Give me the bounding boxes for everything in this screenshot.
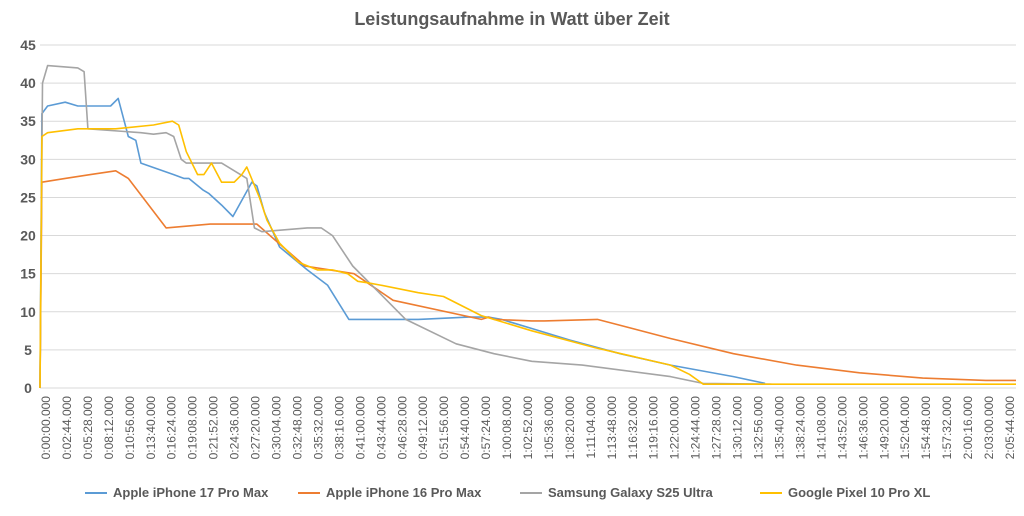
y-tick-label: 10	[20, 304, 36, 320]
x-tick-label: 1:54:48.000	[919, 396, 933, 460]
x-tick-label: 1:43:52.000	[835, 396, 849, 460]
x-tick-label: 0:10:56.000	[123, 396, 137, 460]
x-tick-label: 0:46:28.000	[395, 396, 409, 460]
y-tick-label: 5	[24, 342, 32, 358]
series-lines	[39, 64, 1016, 389]
x-tick-label: 0:00:00.000	[39, 396, 53, 460]
x-axis: 0:00:00.000 0:02:44.000 0:05:28.000 0:08:12…	[39, 396, 1017, 460]
x-tick-label: 1:52:04.000	[898, 396, 912, 460]
x-tick-label: 1:57:32.000	[940, 396, 954, 460]
y-tick-label: 25	[20, 189, 36, 205]
x-tick-label: 1:24:44.000	[689, 396, 703, 460]
series-line-3	[39, 64, 772, 389]
x-tick-label: 1:19:16.000	[647, 396, 661, 460]
legend-label: Google Pixel 10 Pro XL	[788, 485, 930, 500]
x-tick-label: 0:38:16.000	[332, 396, 346, 460]
y-tick-label: 40	[20, 75, 36, 91]
x-tick-label: 1:38:24.000	[793, 396, 807, 460]
x-tick-label: 1:46:36.000	[856, 396, 870, 460]
x-tick-label: 0:05:28.000	[81, 396, 95, 460]
x-tick-label: 0:43:44.000	[374, 396, 388, 460]
x-tick-label: 0:27:20.000	[249, 396, 263, 460]
x-tick-label: 0:13:40.000	[144, 396, 158, 460]
x-tick-label: 1:02:52.000	[521, 396, 535, 460]
legend: Apple iPhone 17 Pro Max Apple iPhone 16 P…	[85, 485, 930, 500]
x-tick-label: 1:30:12.000	[731, 396, 745, 460]
series-line-2	[39, 170, 1016, 389]
x-tick-label: 0:08:12.000	[102, 396, 116, 460]
x-tick-label: 0:21:52.000	[207, 396, 221, 460]
series-line-4	[39, 120, 1016, 389]
legend-item: Apple iPhone 17 Pro Max	[85, 485, 269, 500]
x-tick-label: 1:32:56.000	[752, 396, 766, 460]
series-line-1	[39, 97, 766, 389]
x-tick-label: 0:02:44.000	[60, 396, 74, 460]
y-tick-label: 15	[20, 266, 36, 282]
x-tick-label: 0:57:24.000	[479, 396, 493, 460]
x-tick-label: 1:05:36.000	[542, 396, 556, 460]
x-tick-label: 0:19:08.000	[186, 396, 200, 460]
x-tick-label: 0:54:40.000	[458, 396, 472, 460]
x-tick-label: 1:27:28.000	[710, 396, 724, 460]
legend-label: Apple iPhone 17 Pro Max	[113, 485, 269, 500]
x-tick-label: 0:16:24.000	[165, 396, 179, 460]
x-tick-label: 1:35:40.000	[772, 396, 786, 460]
legend-item: Samsung Galaxy S25 Ultra	[520, 485, 714, 500]
x-tick-label: 0:35:32.000	[311, 396, 325, 460]
y-axis: 0 5 10 15 20 25 30 35 40 45	[20, 37, 36, 396]
y-tick-label: 35	[20, 113, 36, 129]
x-tick-label: 1:11:04.000	[584, 396, 598, 459]
legend-label: Apple iPhone 16 Pro Max	[326, 485, 482, 500]
x-tick-label: 1:16:32.000	[626, 396, 640, 460]
y-tick-label: 20	[20, 228, 36, 244]
x-tick-label: 1:00:08.000	[500, 396, 514, 460]
x-tick-label: 1:08:20.000	[563, 396, 577, 460]
x-tick-label: 0:24:36.000	[228, 396, 242, 460]
x-tick-label: 0:32:48.000	[290, 396, 304, 460]
x-tick-label: 0:30:04.000	[270, 396, 284, 460]
chart-title: Leistungsaufnahme in Watt über Zeit	[354, 9, 669, 29]
x-tick-label: 1:13:48.000	[605, 396, 619, 460]
legend-label: Samsung Galaxy S25 Ultra	[548, 485, 714, 500]
gridlines	[40, 44, 1016, 389]
x-tick-label: 0:41:00.000	[353, 396, 367, 460]
legend-item: Apple iPhone 16 Pro Max	[298, 485, 482, 500]
x-tick-label: 0:49:12.000	[416, 396, 430, 460]
y-tick-label: 0	[24, 380, 32, 396]
x-tick-label: 2:05:44.000	[1003, 396, 1017, 460]
x-tick-label: 2:03:00.000	[982, 396, 996, 460]
x-tick-label: 0:51:56.000	[437, 396, 451, 460]
x-tick-label: 2:00:16.000	[961, 396, 975, 460]
x-tick-label: 1:22:00.000	[668, 396, 682, 460]
x-tick-label: 1:41:08.000	[814, 396, 828, 460]
y-tick-label: 45	[20, 37, 36, 53]
x-tick-label: 1:49:20.000	[877, 396, 891, 460]
y-tick-label: 30	[20, 151, 36, 167]
legend-item: Google Pixel 10 Pro XL	[760, 485, 930, 500]
